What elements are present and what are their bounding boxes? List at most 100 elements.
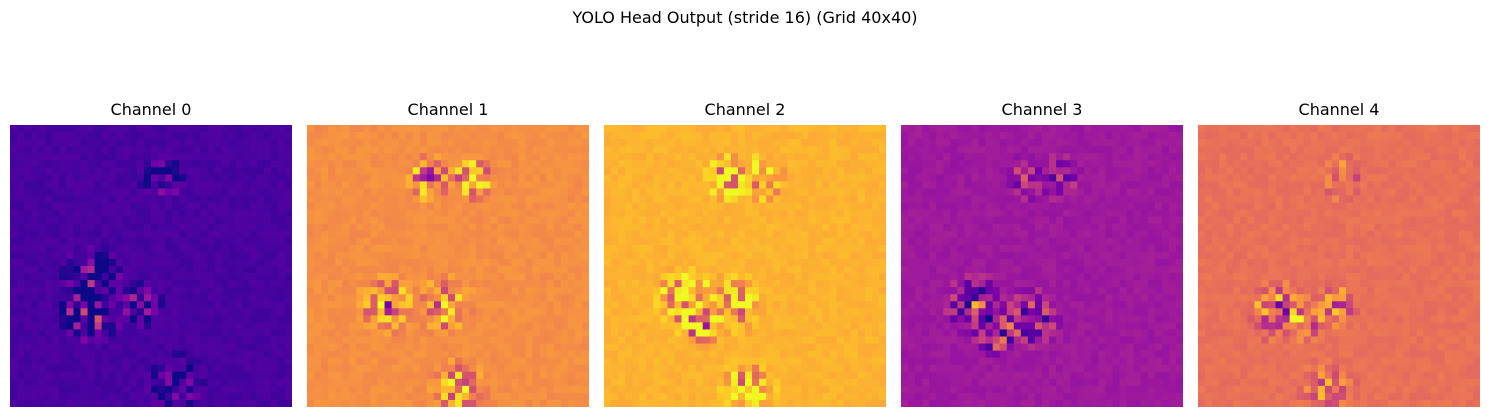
heatmap-cell (328, 329, 336, 337)
heatmap-cell (999, 132, 1008, 140)
heatmap-cell (1091, 125, 1099, 133)
heatmap-cell (59, 237, 67, 246)
heatmap-cell (922, 125, 930, 133)
heatmap-cell (80, 244, 88, 253)
heatmap-cell (17, 371, 25, 380)
heatmap-cell (871, 195, 880, 203)
heatmap-cell (426, 146, 435, 154)
heatmap-cell (455, 343, 463, 351)
heatmap-cell (221, 385, 229, 394)
heatmap-cell (363, 357, 371, 366)
heatmap-cell (165, 195, 173, 203)
heatmap-cell (433, 385, 442, 394)
heatmap-cell (342, 385, 350, 394)
heatmap-cell (490, 237, 498, 246)
heatmap-cell (108, 350, 117, 359)
heatmap-cell (270, 202, 279, 210)
heatmap-cell (391, 357, 400, 366)
heatmap-cell (249, 322, 258, 330)
heatmap-cell (780, 230, 788, 239)
heatmap-cell (752, 399, 760, 407)
heatmap-cell (653, 315, 661, 323)
heatmap-cell (151, 195, 159, 203)
heatmap-cell (723, 343, 732, 351)
heatmap-cell (221, 322, 229, 330)
heatmap-cell (31, 146, 39, 154)
heatmap-cell (709, 216, 718, 225)
heatmap-cell (723, 371, 732, 380)
heatmap-cell (66, 160, 74, 168)
heatmap-cell (716, 287, 725, 295)
heatmap-cell (773, 371, 781, 380)
heatmap-cell (525, 357, 533, 366)
heatmap-cell (864, 146, 873, 154)
heatmap-cell (242, 357, 251, 366)
heatmap-cell (1042, 153, 1050, 161)
heatmap-cell (426, 350, 435, 359)
heatmap-cell (653, 153, 661, 161)
heatmap-cell (398, 216, 407, 225)
heatmap-cell (560, 301, 569, 309)
heatmap-cell (10, 125, 18, 133)
heatmap-cell (221, 209, 229, 218)
heatmap-cell (801, 287, 809, 295)
heatmap-cell (688, 322, 697, 330)
heatmap-cell (179, 209, 187, 218)
heatmap-cell (518, 153, 526, 161)
heatmap-cell (553, 174, 562, 182)
heatmap-cell (950, 153, 958, 161)
heatmap-cell (752, 350, 760, 359)
heatmap-cell (200, 153, 208, 161)
heatmap-cell (284, 258, 292, 267)
heatmap-cell (681, 266, 689, 274)
heatmap-cell (73, 195, 81, 203)
heatmap-cell (709, 174, 718, 182)
heatmap-cell (546, 378, 555, 387)
heatmap-cell (31, 202, 39, 210)
heatmap-cell (490, 371, 498, 380)
heatmap-cell (314, 273, 322, 281)
heatmap-cell (38, 371, 46, 380)
heatmap-cell (850, 357, 859, 366)
heatmap-cell (560, 125, 569, 133)
heatmap-cell (17, 167, 25, 175)
heatmap-cell (581, 223, 589, 232)
heatmap-cell (525, 350, 533, 359)
heatmap-cell (440, 153, 449, 161)
heatmap-cell (448, 258, 456, 267)
heatmap-cell (66, 350, 74, 359)
heatmap-cell (469, 322, 477, 330)
heatmap-cell (122, 244, 131, 253)
heatmap-cell (815, 209, 823, 218)
heatmap-cell (433, 202, 442, 210)
heatmap-cell (235, 385, 244, 394)
heatmap-cell (94, 280, 103, 288)
heatmap-cell (398, 244, 407, 253)
heatmap-cell (787, 188, 795, 196)
heatmap-cell (45, 139, 53, 147)
heatmap-cell (483, 294, 491, 302)
heatmap-cell (773, 294, 781, 302)
heatmap-cell (221, 266, 229, 274)
heatmap-cell (235, 244, 244, 253)
heatmap-cell (307, 237, 315, 246)
heatmap-cell (822, 371, 830, 380)
heatmap-cell (38, 266, 46, 274)
heatmap-cell (412, 266, 421, 274)
heatmap-cell (773, 251, 781, 260)
heatmap-cell (328, 315, 336, 323)
heatmap-cell (73, 357, 81, 366)
heatmap-cell (165, 146, 173, 154)
heatmap-cell (843, 280, 852, 288)
heatmap-cell (829, 202, 838, 210)
heatmap-cell (490, 223, 498, 232)
heatmap-cell (857, 209, 866, 218)
heatmap-cell (101, 273, 110, 281)
heatmap-cell (611, 202, 619, 210)
heatmap-cell (186, 343, 194, 351)
heatmap-cell (242, 273, 251, 281)
heatmap-cell (242, 230, 251, 239)
heatmap-cell (688, 343, 697, 351)
heatmap-cell (476, 195, 484, 203)
heatmap-cell (674, 132, 682, 140)
